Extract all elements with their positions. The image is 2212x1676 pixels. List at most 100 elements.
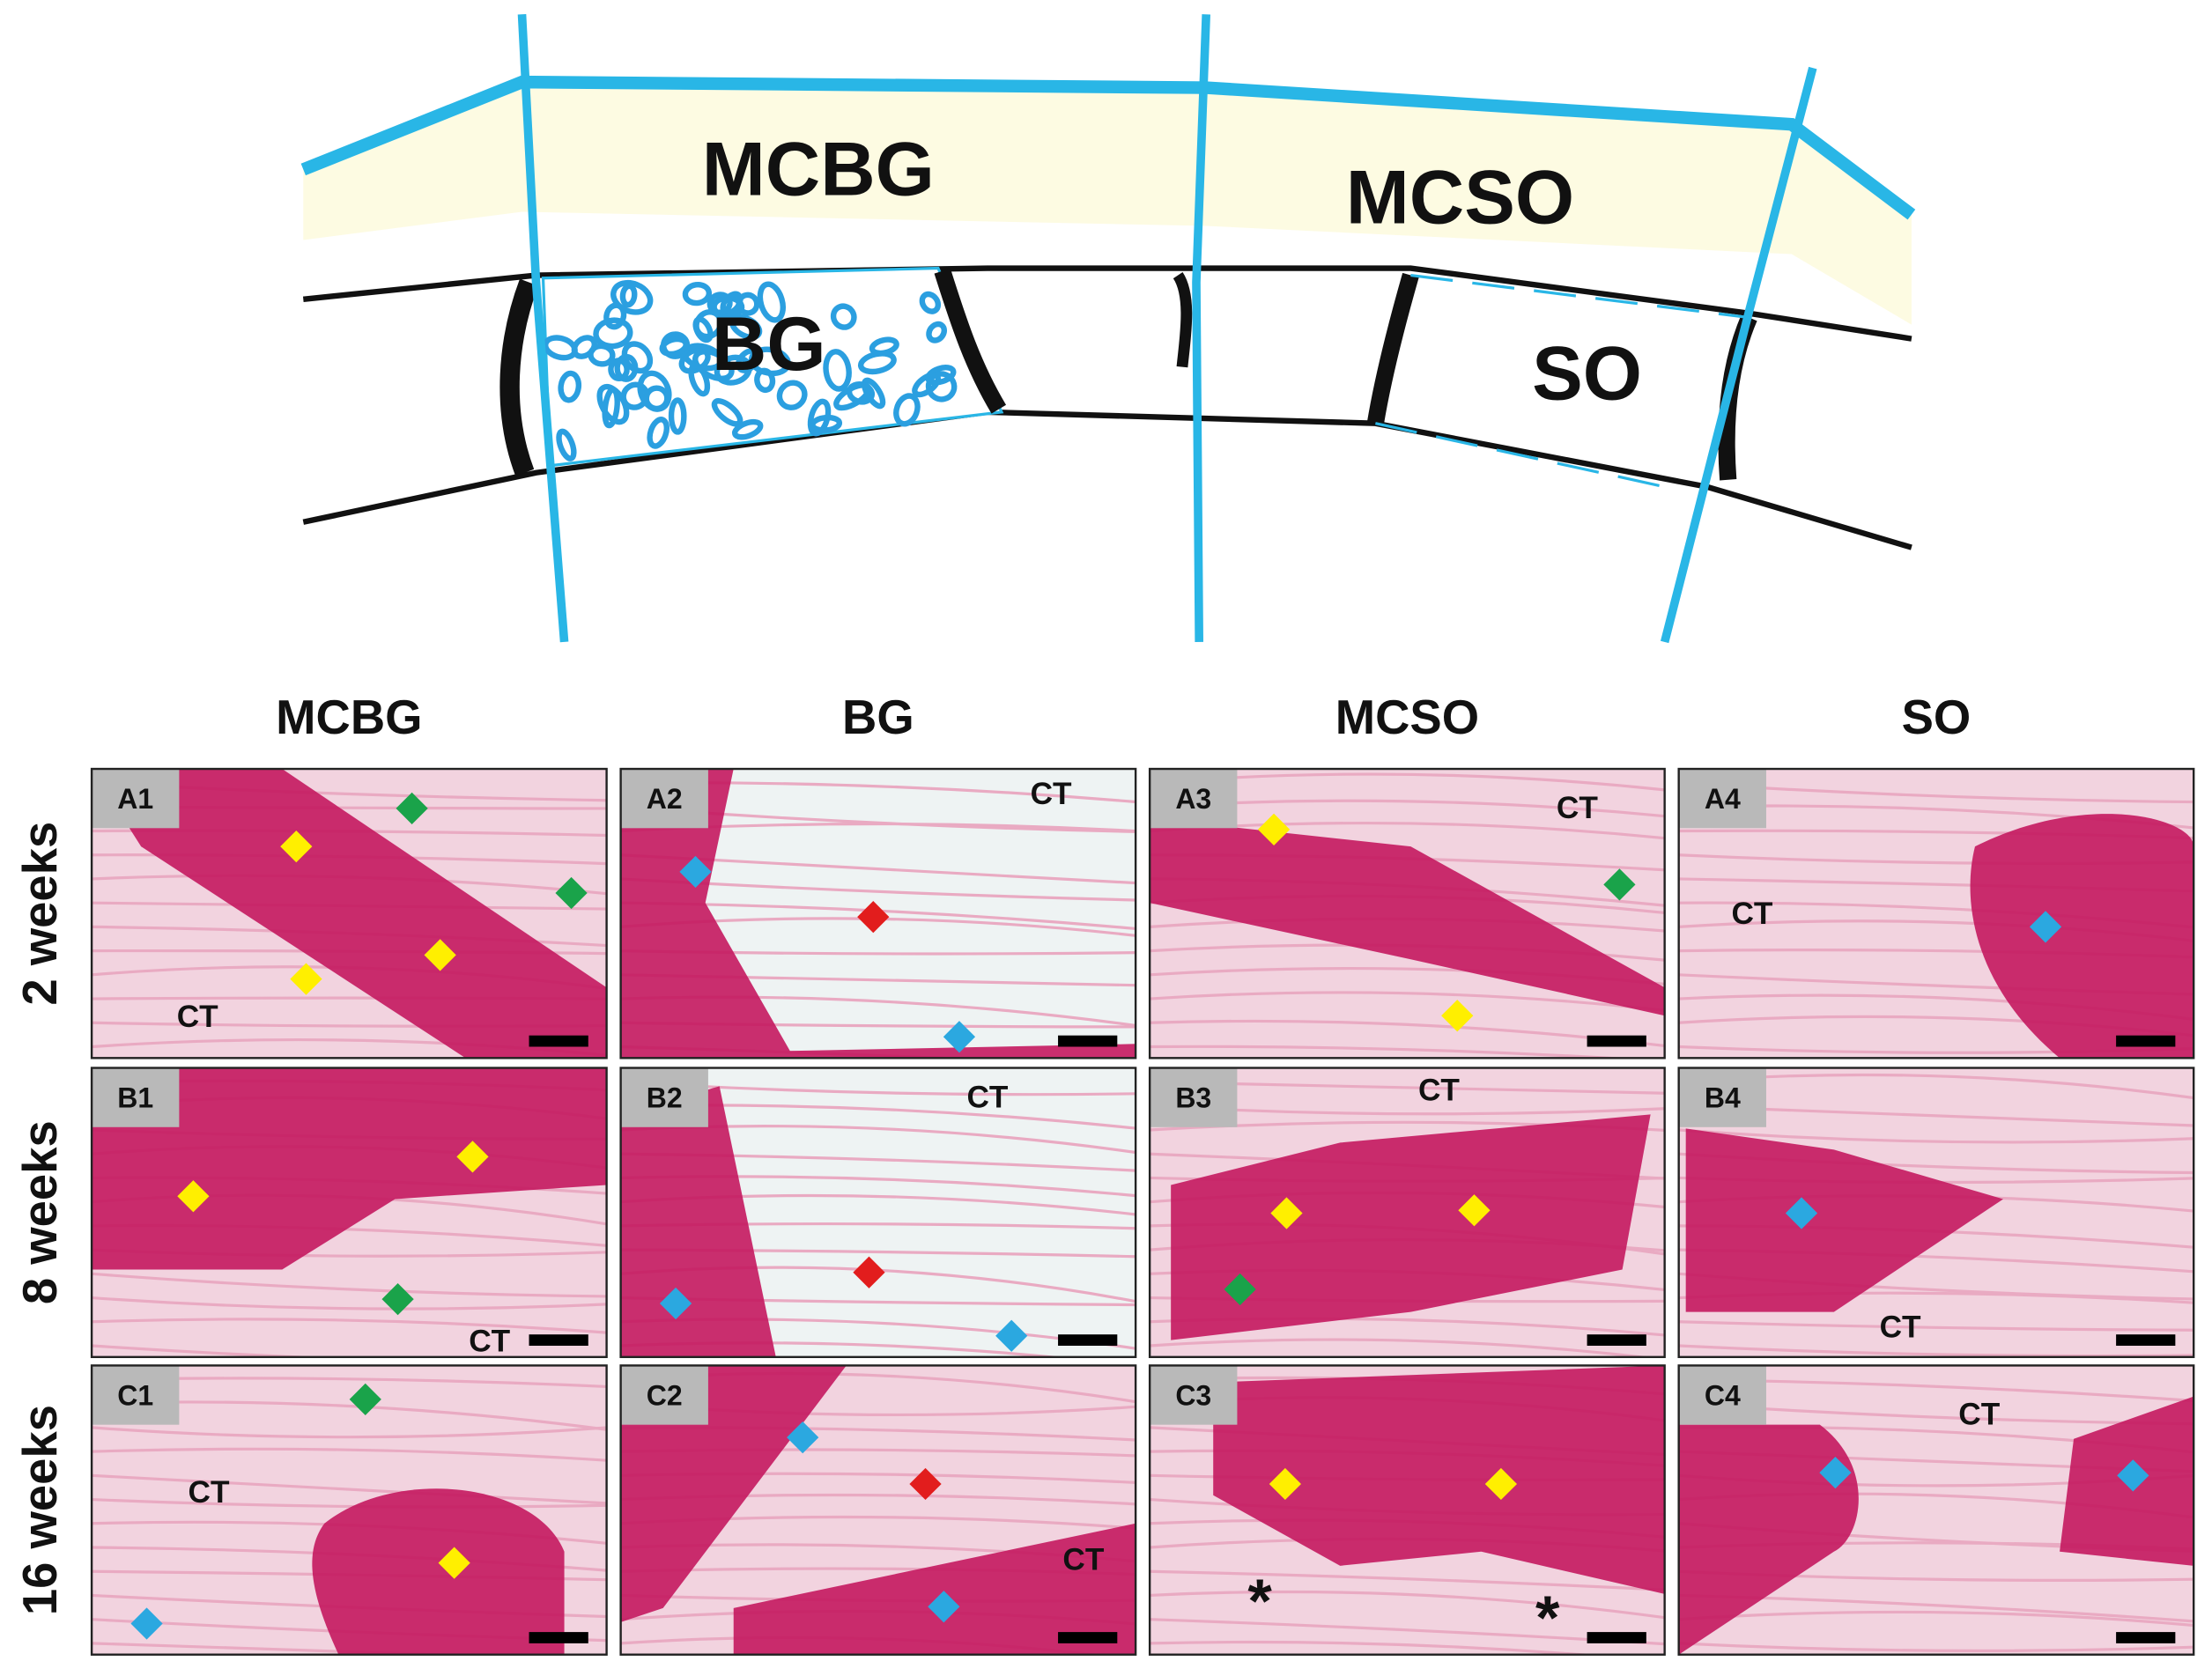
stained-tissue: [92, 769, 607, 1059]
fiber: [92, 1272, 607, 1298]
panel-border: [1677, 1067, 2195, 1359]
panel-label-box: [1678, 1365, 1766, 1425]
granule: [610, 279, 654, 315]
micrograph: A1 CT: [92, 769, 607, 1059]
annotation: CT: [1880, 1310, 1921, 1344]
granule: [919, 291, 942, 314]
scale-bar: [2116, 1334, 2176, 1347]
marker-diamond: [396, 792, 428, 824]
panel-label: A2: [647, 783, 683, 815]
scale-bar: [2116, 1035, 2176, 1047]
column-header: MCBG: [276, 690, 422, 744]
marker-diamond: [928, 1591, 960, 1623]
marker-diamond: [2117, 1459, 2149, 1492]
fiber: [1150, 1338, 1654, 1357]
stained-tissue: [620, 1086, 776, 1357]
marker-diamond: [1484, 1467, 1518, 1501]
diagram-label: MCBG: [702, 127, 935, 211]
bone-bottom: [302, 409, 1912, 550]
granule: [711, 398, 743, 427]
marker-diamond: [853, 1256, 885, 1288]
granule: [558, 370, 582, 403]
fiber: [1678, 1320, 2194, 1332]
stained-tissue: [92, 1067, 607, 1270]
micrograph: B4 CT: [1678, 1067, 2194, 1357]
granule: [682, 281, 713, 306]
stained-tissue: [1171, 1114, 1651, 1340]
micrograph: B1 CT: [92, 1067, 607, 1358]
marker-diamond: [1785, 1197, 1818, 1229]
panel-label: B1: [117, 1082, 153, 1113]
marker-diamond: [909, 1467, 942, 1501]
panel-label-box: [1678, 769, 1766, 829]
marker-diamond: [456, 1141, 489, 1173]
marker-diamond: [1269, 1467, 1301, 1501]
column-header: SO: [1902, 690, 1972, 744]
panel-border: [1148, 767, 1666, 1059]
granule: [688, 362, 711, 397]
panel-label-box: [620, 1067, 708, 1127]
panel-label: B4: [1705, 1082, 1741, 1113]
defect-edge: [499, 278, 539, 476]
scale-bar: [1058, 1334, 1118, 1347]
granule: [707, 292, 733, 315]
annotation: *: [1247, 1566, 1272, 1635]
scale-bar: [529, 1035, 588, 1047]
scale-bar: [2116, 1632, 2176, 1643]
panel-label-box: [92, 1365, 180, 1425]
micrograph: A3 CT: [1150, 769, 1665, 1059]
marker-diamond: [1224, 1273, 1256, 1306]
marker-diamond: [381, 1283, 414, 1316]
granule: [593, 317, 633, 350]
granule: [748, 346, 791, 377]
granule: [925, 371, 958, 402]
panel-border: [1148, 1364, 1666, 1656]
panel-label-box: [92, 1067, 180, 1127]
graft-granules: [543, 279, 958, 461]
column-header: BG: [842, 690, 914, 744]
panel-label: A4: [1705, 783, 1741, 815]
scale-bar: [1058, 1632, 1118, 1643]
marker-diamond: [679, 855, 712, 889]
stained-tissue: [1685, 1128, 2003, 1312]
marker-diamond: [943, 1021, 976, 1053]
marker-diamond: [349, 1383, 381, 1415]
scale-bar: [529, 1632, 588, 1643]
panel-label-box: [620, 1365, 708, 1425]
dashed-edge: [1375, 273, 1750, 489]
annotation: CT: [1958, 1398, 2000, 1432]
panel-label-box: [1150, 769, 1238, 829]
micrograph: C3 * *: [1150, 1365, 1665, 1655]
marker-diamond: [1603, 868, 1636, 901]
granule: [692, 316, 714, 343]
diagram-label: SO: [1532, 331, 1642, 416]
fiber: [1678, 1642, 2194, 1652]
panel-label: B3: [1175, 1082, 1211, 1113]
fiber: [1678, 1610, 2194, 1628]
column-header: MCSO: [1335, 690, 1479, 744]
panel-label-box: [1678, 1067, 1766, 1127]
fiber: [92, 1473, 607, 1505]
scale-bar: [529, 1334, 588, 1347]
micrograph: C1 CT: [92, 1365, 607, 1655]
marker-diamond: [1458, 1194, 1491, 1227]
granule: [731, 418, 764, 440]
defect-edge: [1173, 271, 1193, 368]
panel-label: A3: [1175, 783, 1211, 815]
defect-edge: [1366, 272, 1419, 425]
diagram-label: MCSO: [1346, 155, 1574, 240]
marker-diamond: [787, 1421, 819, 1454]
granule: [807, 398, 832, 437]
panel-label-box: [620, 769, 708, 829]
row-label: 8 weeks: [13, 1120, 67, 1304]
stained-tissue: [1213, 1365, 1665, 1594]
fiber: [92, 1296, 607, 1311]
granule: [776, 380, 808, 410]
annotation: CT: [189, 1475, 230, 1510]
marker-diamond: [1270, 1197, 1303, 1229]
scale-bar: [1587, 1632, 1646, 1643]
defect-edge: [934, 268, 1007, 414]
annotation: CT: [469, 1324, 510, 1358]
granule: [614, 353, 639, 382]
granule: [596, 383, 630, 425]
